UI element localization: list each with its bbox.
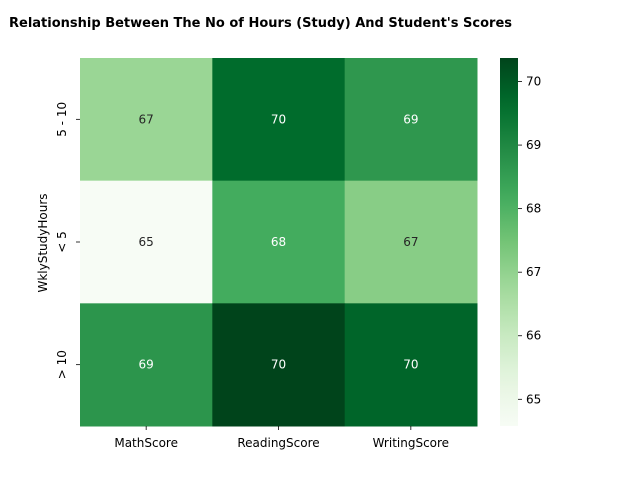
heatmap-cell — [344, 303, 478, 427]
cell-annotation: 70 — [271, 112, 286, 126]
cell-annotation: 65 — [139, 235, 154, 249]
x-tick-label: MathScore — [114, 436, 178, 450]
heatmap-cell — [80, 180, 213, 304]
heatmap-cell — [212, 58, 346, 182]
y-axis-label: WklyStudyHours — [36, 193, 50, 292]
heatmap-cell — [80, 303, 213, 427]
colorbar-tick-label: 66 — [526, 329, 541, 343]
cell-annotation: 68 — [271, 235, 286, 249]
cell-annotations: 67 70 69 65 68 67 69 70 70 — [139, 112, 419, 371]
y-tick-label: < 5 — [55, 231, 69, 253]
heatmap-cell — [344, 180, 478, 304]
cell-annotation: 69 — [139, 358, 154, 372]
colorbar-ticks: 65 66 67 68 69 70 — [518, 75, 541, 406]
heatmap-cell — [212, 180, 346, 304]
cell-annotation: 70 — [271, 358, 286, 372]
colorbar — [500, 58, 518, 426]
colorbar-tick-label: 69 — [526, 138, 541, 152]
colorbar-tick-label: 65 — [526, 392, 541, 406]
cell-annotation: 69 — [403, 112, 418, 126]
colorbar-tick-label: 68 — [526, 202, 541, 216]
x-tick-label: WritingScore — [373, 436, 449, 450]
colorbar-tick-label: 70 — [526, 75, 541, 89]
x-tick-label: ReadingScore — [237, 436, 319, 450]
cell-annotation: 67 — [139, 112, 154, 126]
heatmap-cell — [212, 303, 346, 427]
y-tick-label: 5 - 10 — [55, 102, 69, 137]
cell-annotation: 70 — [403, 358, 418, 372]
heatmap-cell — [344, 58, 478, 182]
y-axis: 5 - 10 < 5 > 10 — [55, 102, 80, 379]
x-axis: MathScore ReadingScore WritingScore — [114, 426, 449, 450]
heatmap-cell — [80, 58, 213, 182]
heatmap-cells — [80, 58, 478, 427]
cell-annotation: 67 — [403, 235, 418, 249]
colorbar-tick-label: 67 — [526, 265, 541, 279]
y-tick-label: > 10 — [55, 350, 69, 379]
chart-title: Relationship Between The No of Hours (St… — [9, 16, 513, 31]
